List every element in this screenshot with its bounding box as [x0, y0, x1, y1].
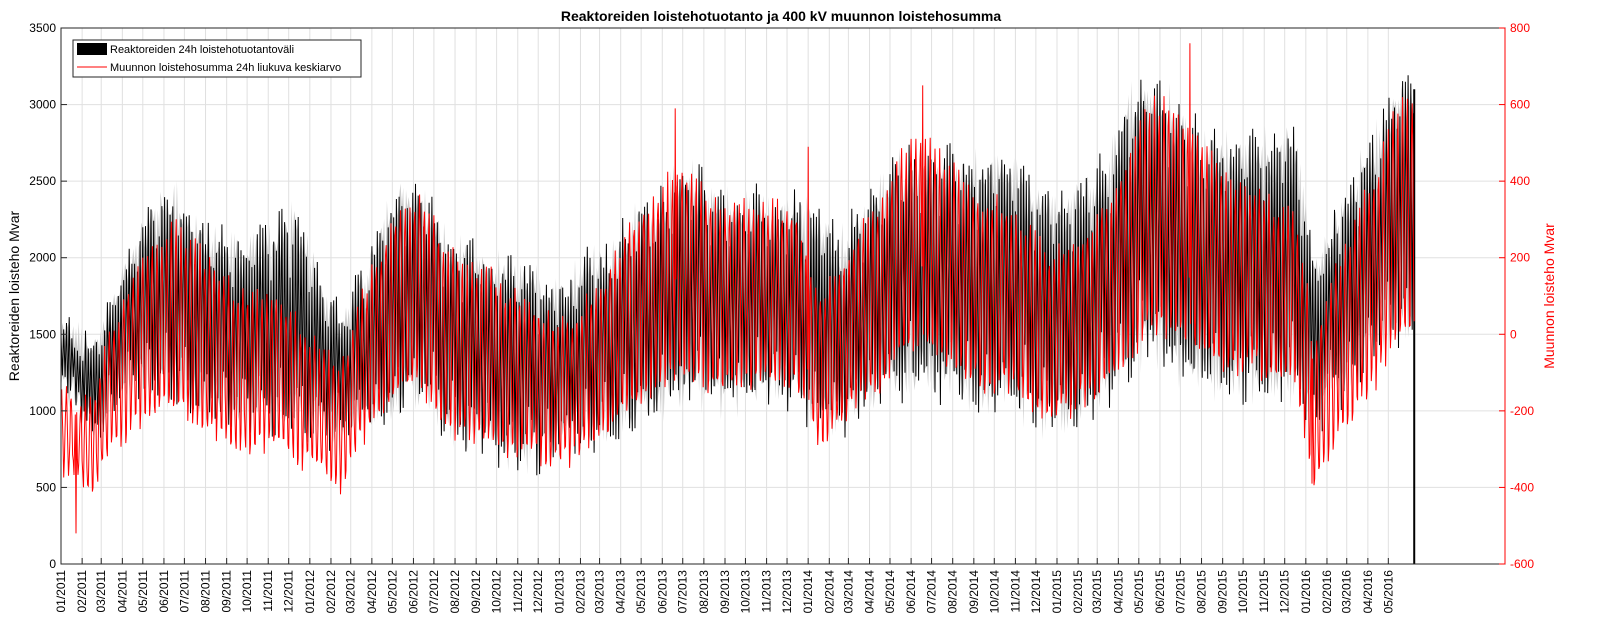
left-axis: 0 500 1000 1500 2000 2500 3000 3500 — [29, 21, 67, 571]
y-tick-left-label: 0 — [49, 557, 56, 571]
x-tick-label: 06/2011 — [157, 570, 171, 613]
legend-label-line: Muunnon loistehosumma 24h liukuva keskia… — [110, 62, 341, 74]
x-tick-label: 06/2015 — [1153, 570, 1167, 614]
x-tick-label: 08/2015 — [1195, 570, 1209, 614]
x-tick-label: 04/2014 — [863, 570, 877, 614]
x-tick-label: 03/2013 — [593, 570, 607, 614]
x-tick-label: 02/2012 — [324, 570, 338, 614]
x-tick-label: 07/2013 — [676, 570, 690, 614]
x-tick-label: 10/2012 — [490, 570, 504, 614]
legend-label-band: Reaktoreiden 24h loistehotuotantoväli — [110, 44, 294, 56]
x-tick-label: 03/2016 — [1340, 570, 1354, 614]
x-tick-label: 12/2012 — [531, 570, 545, 614]
y-axis-right-label: Muunnon loisteho Mvar — [1541, 223, 1557, 369]
x-tick-label: 12/2014 — [1029, 570, 1043, 614]
y-tick-left-label: 2500 — [29, 174, 56, 188]
x-tick-label: 07/2012 — [427, 570, 441, 614]
x-tick-label: 01/2015 — [1050, 570, 1064, 614]
x-tick-label: 10/2014 — [987, 570, 1001, 614]
x-tick-label: 04/2016 — [1361, 570, 1375, 614]
right-axis: -600 -400 -200 0 200 400 600 800 — [1499, 21, 1534, 571]
legend-swatch-band — [77, 43, 107, 55]
x-tick-label: 01/2012 — [303, 570, 317, 614]
x-tick-label: 01/2014 — [801, 570, 815, 614]
x-tick-label: 02/2014 — [822, 570, 836, 614]
x-tick-label: 08/2014 — [946, 570, 960, 614]
y-tick-right-label: 400 — [1510, 174, 1530, 188]
x-tick-label: 12/2015 — [1278, 570, 1292, 614]
x-tick-label: 12/2011 — [282, 570, 296, 613]
x-tick-label: 05/2012 — [385, 570, 399, 614]
x-tick-label: 01/2011 — [54, 570, 68, 613]
y-tick-left-label: 3000 — [29, 98, 56, 112]
x-tick-label: 06/2014 — [904, 570, 918, 614]
x-tick-label: 02/2011 — [75, 570, 89, 613]
x-tick-label: 08/2011 — [199, 570, 213, 613]
y-tick-right-label: 0 — [1510, 327, 1517, 341]
x-tick-label: 03/2015 — [1090, 570, 1104, 614]
x-tick-label: 08/2013 — [697, 570, 711, 614]
y-tick-right-label: -200 — [1510, 404, 1534, 418]
x-tick-label: 06/2012 — [406, 570, 420, 614]
legend: Reaktoreiden 24h loistehotuotantoväli Mu… — [72, 39, 362, 78]
x-tick-label: 11/2011 — [261, 570, 275, 612]
x-tick-label: 05/2011 — [136, 570, 150, 613]
line-layer — [60, 43, 1415, 534]
y-axis-left-label: Reaktoreiden loisteho Mvar — [6, 210, 22, 381]
x-tick-label: 11/2014 — [1008, 570, 1022, 613]
red-series-line — [60, 43, 1415, 534]
x-tick-label: 07/2014 — [925, 570, 939, 614]
x-tick-label: 09/2015 — [1216, 570, 1230, 614]
x-tick-label: 12/2013 — [780, 570, 794, 614]
x-tick-label: 09/2014 — [967, 570, 981, 614]
x-tick-label: 08/2012 — [448, 570, 462, 614]
x-tick-label: 01/2013 — [552, 570, 566, 614]
x-tick-label: 04/2013 — [614, 570, 628, 614]
x-tick-label: 05/2015 — [1132, 570, 1146, 614]
y-tick-right-label: -400 — [1510, 480, 1534, 494]
y-tick-left-label: 2000 — [29, 251, 56, 265]
x-tick-label: 02/2013 — [573, 570, 587, 614]
x-tick-label: 07/2015 — [1173, 570, 1187, 614]
y-tick-left-label: 1000 — [29, 404, 56, 418]
y-tick-right-label: 800 — [1510, 21, 1530, 35]
x-tick-label: 02/2015 — [1071, 570, 1085, 614]
x-tick-label: 03/2012 — [344, 570, 358, 614]
y-tick-left-label: 3500 — [29, 21, 56, 35]
x-tick-label: 09/2011 — [220, 570, 234, 613]
x-tick-label: 09/2013 — [718, 570, 732, 614]
y-tick-right-label: 200 — [1510, 251, 1530, 265]
x-tick-label: 04/2011 — [115, 570, 129, 613]
x-tick-label: 10/2011 — [240, 570, 254, 613]
x-tick-label: 07/2011 — [177, 570, 191, 613]
y-tick-right-label: -600 — [1510, 557, 1534, 571]
x-tick-label: 02/2016 — [1320, 570, 1334, 614]
y-tick-right-label: 600 — [1510, 98, 1530, 112]
y-tick-left-label: 1500 — [29, 327, 56, 341]
legend-box — [72, 39, 362, 78]
x-tick-label: 04/2012 — [365, 570, 379, 614]
x-tick-label: 10/2015 — [1236, 570, 1250, 614]
x-tick-label: 03/2014 — [841, 570, 855, 614]
x-tick-label: 05/2016 — [1381, 570, 1395, 614]
x-tick-label: 11/2012 — [511, 570, 525, 613]
x-tick-label: 04/2015 — [1111, 570, 1125, 614]
y-tick-left-label: 500 — [36, 480, 56, 494]
x-tick-label: 05/2013 — [634, 570, 648, 614]
x-tick-label: 11/2013 — [760, 570, 774, 613]
x-tick-label: 11/2015 — [1257, 570, 1271, 613]
chart-title: Reaktoreiden loistehotuotanto ja 400 kV … — [561, 8, 1002, 24]
x-tick-label: 06/2013 — [655, 570, 669, 614]
x-axis: 01/2011 02/2011 03/2011 04/2011 05/2011 06/20… — [54, 558, 1395, 613]
x-tick-label: 09/2012 — [469, 570, 483, 614]
x-tick-label: 10/2013 — [738, 570, 752, 614]
x-tick-label: 05/2014 — [883, 570, 897, 614]
x-tick-label: 01/2016 — [1299, 570, 1313, 614]
x-tick-label: 03/2011 — [94, 570, 108, 613]
